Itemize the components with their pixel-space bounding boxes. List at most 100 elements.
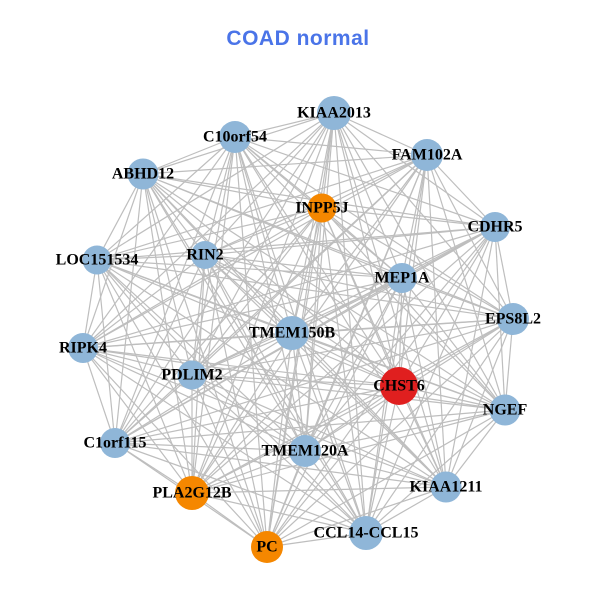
edge xyxy=(142,173,367,534)
edge xyxy=(234,136,506,411)
edge xyxy=(321,207,403,279)
edge xyxy=(82,154,428,349)
edge xyxy=(204,112,335,256)
edge xyxy=(142,173,323,209)
node-ccl14-ccl15[interactable] xyxy=(349,516,383,550)
edge xyxy=(204,207,323,256)
edge xyxy=(291,112,335,334)
edge xyxy=(82,347,506,411)
edge xyxy=(204,254,403,279)
edge xyxy=(333,112,403,279)
edge xyxy=(114,409,506,444)
edge xyxy=(234,136,268,548)
node-c1orf115[interactable] xyxy=(100,428,130,458)
edge xyxy=(321,207,506,411)
edge xyxy=(191,318,514,494)
edge xyxy=(291,332,447,488)
node-c10orf54[interactable] xyxy=(219,121,251,153)
edge xyxy=(291,332,367,534)
edge xyxy=(321,154,428,209)
edge xyxy=(82,277,403,349)
edge xyxy=(291,332,400,387)
edge xyxy=(321,207,367,534)
node-eps8l2[interactable] xyxy=(497,303,529,335)
node-ripk4[interactable] xyxy=(68,333,98,363)
edge xyxy=(304,385,400,452)
edge xyxy=(234,136,447,488)
edge xyxy=(333,112,496,228)
edge xyxy=(191,207,323,376)
edge xyxy=(191,374,268,548)
edge xyxy=(398,226,496,387)
edge xyxy=(191,207,323,494)
edge xyxy=(96,259,367,534)
edge xyxy=(191,409,506,494)
edge xyxy=(142,154,428,175)
edge xyxy=(114,277,403,444)
edge xyxy=(304,450,367,534)
node-inpp5j[interactable] xyxy=(307,193,337,223)
edge xyxy=(304,409,506,452)
node-mep1a[interactable] xyxy=(387,263,417,293)
node-tmem120a[interactable] xyxy=(289,435,321,467)
edge xyxy=(191,136,236,494)
edge xyxy=(234,136,293,334)
node-pla2g12b[interactable] xyxy=(175,476,209,510)
edge xyxy=(304,450,447,488)
node-pdlim2[interactable] xyxy=(177,360,207,390)
edge xyxy=(142,173,268,548)
node-rin2[interactable] xyxy=(191,241,219,269)
edge xyxy=(426,154,506,411)
edge xyxy=(191,450,306,494)
edge xyxy=(114,173,144,444)
edge xyxy=(96,259,268,548)
edge xyxy=(191,374,400,387)
node-tmem150b[interactable] xyxy=(275,316,309,350)
node-abhd12[interactable] xyxy=(127,158,159,190)
edge xyxy=(82,136,236,349)
edge xyxy=(114,442,367,534)
edge xyxy=(401,277,506,411)
edge xyxy=(96,207,323,261)
edge xyxy=(96,154,428,261)
edge xyxy=(82,347,367,534)
edge xyxy=(191,226,496,376)
edge xyxy=(82,332,293,349)
edge xyxy=(266,277,403,548)
node-pc[interactable] xyxy=(251,531,283,563)
node-fam102a[interactable] xyxy=(411,139,443,171)
edge xyxy=(96,259,400,387)
edge xyxy=(365,318,514,534)
node-chst6[interactable] xyxy=(380,367,418,405)
edge xyxy=(142,173,400,387)
edge xyxy=(114,332,293,444)
edge xyxy=(191,332,293,376)
edge xyxy=(191,277,403,494)
edge xyxy=(114,374,193,444)
edge xyxy=(82,347,193,376)
edge xyxy=(114,254,206,444)
node-kiaa2013[interactable] xyxy=(317,96,351,130)
edge xyxy=(191,486,447,494)
edge xyxy=(445,226,496,488)
node-loc151534[interactable] xyxy=(82,245,112,275)
edges-layer xyxy=(82,112,514,548)
edge xyxy=(96,254,206,261)
edge xyxy=(191,112,335,376)
node-ngef[interactable] xyxy=(489,394,521,426)
node-cdhr5[interactable] xyxy=(480,212,510,242)
edge xyxy=(234,136,400,387)
edge xyxy=(96,259,447,488)
edge xyxy=(266,385,400,548)
edge xyxy=(96,226,496,261)
edge xyxy=(204,254,306,452)
edge xyxy=(321,207,496,228)
edge xyxy=(291,207,323,334)
edge xyxy=(204,226,496,256)
edge xyxy=(234,136,496,228)
node-kiaa1211[interactable] xyxy=(430,471,462,503)
edge xyxy=(142,136,236,175)
edge xyxy=(333,112,428,156)
